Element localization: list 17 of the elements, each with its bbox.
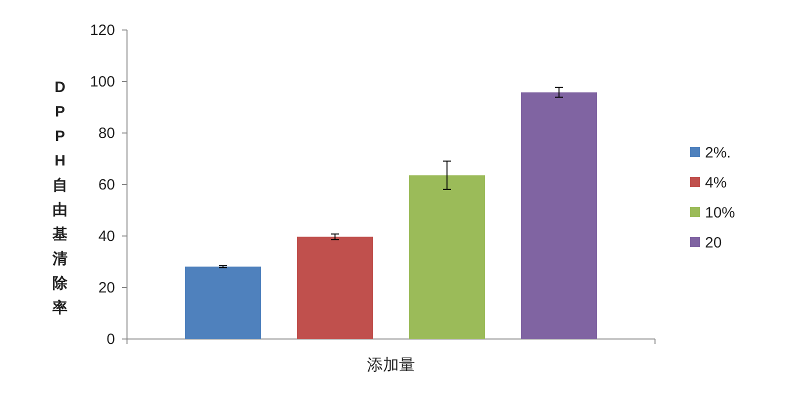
y-tick-label: 120 [90, 22, 115, 39]
y-tick-label: 100 [90, 74, 115, 90]
bar [409, 175, 485, 339]
legend-label: 10% [705, 204, 736, 222]
y-tick-label: 80 [98, 125, 115, 142]
y-tick-label: 20 [98, 280, 115, 296]
legend-label: 4% [705, 174, 727, 192]
y-tick-label: 40 [98, 228, 115, 245]
y-tick-label: 60 [98, 176, 115, 194]
legend-label: 20 [705, 234, 722, 252]
legend-label: 2%. [705, 144, 731, 162]
y-tick-label: 0 [106, 331, 115, 348]
text: DPPH自由基清除率 [52, 79, 68, 316]
bar [297, 236, 373, 339]
x-axis-title: 添加量 [367, 356, 415, 374]
bar [521, 92, 597, 339]
bar [185, 266, 261, 339]
